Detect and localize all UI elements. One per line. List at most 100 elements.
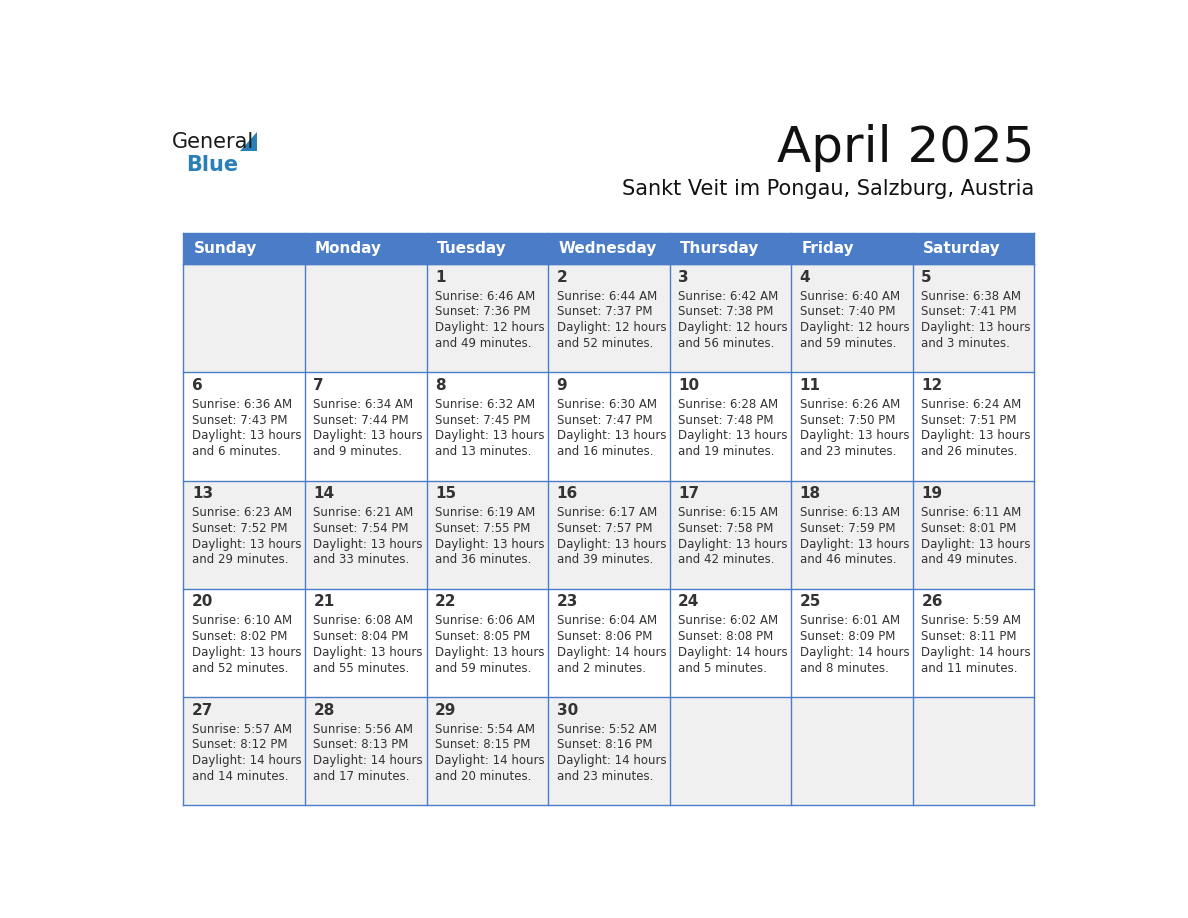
Text: Sunrise: 6:28 AM: Sunrise: 6:28 AM <box>678 397 778 411</box>
Text: and 11 minutes.: and 11 minutes. <box>921 662 1018 675</box>
Text: 5: 5 <box>921 270 931 285</box>
Bar <box>791 264 912 373</box>
Text: Sunset: 7:40 PM: Sunset: 7:40 PM <box>800 306 896 319</box>
Text: April 2025: April 2025 <box>777 124 1035 172</box>
Text: Daylight: 12 hours: Daylight: 12 hours <box>435 321 544 334</box>
Text: Daylight: 13 hours: Daylight: 13 hours <box>192 538 302 551</box>
Bar <box>548 481 670 589</box>
Text: Daylight: 14 hours: Daylight: 14 hours <box>800 646 909 659</box>
Text: and 8 minutes.: and 8 minutes. <box>800 662 889 675</box>
Text: Thursday: Thursday <box>680 241 759 256</box>
Text: Sunset: 8:05 PM: Sunset: 8:05 PM <box>435 630 530 644</box>
Text: Monday: Monday <box>315 241 383 256</box>
Text: 27: 27 <box>192 702 214 718</box>
Text: Sunrise: 6:13 AM: Sunrise: 6:13 AM <box>800 506 899 519</box>
Text: Daylight: 12 hours: Daylight: 12 hours <box>800 321 909 334</box>
Bar <box>548 373 670 481</box>
Text: 6: 6 <box>192 378 203 393</box>
Text: and 42 minutes.: and 42 minutes. <box>678 554 775 566</box>
Text: Sunrise: 6:34 AM: Sunrise: 6:34 AM <box>314 397 413 411</box>
Bar <box>426 589 548 697</box>
Text: Daylight: 14 hours: Daylight: 14 hours <box>678 646 788 659</box>
Text: 1: 1 <box>435 270 446 285</box>
Text: 26: 26 <box>921 594 943 610</box>
Text: and 5 minutes.: and 5 minutes. <box>678 662 767 675</box>
Text: Daylight: 12 hours: Daylight: 12 hours <box>557 321 666 334</box>
Bar <box>183 697 305 805</box>
Text: Sunrise: 6:04 AM: Sunrise: 6:04 AM <box>557 614 657 627</box>
Text: Daylight: 13 hours: Daylight: 13 hours <box>314 538 423 551</box>
Text: Sunrise: 5:54 AM: Sunrise: 5:54 AM <box>435 722 535 735</box>
Text: Daylight: 13 hours: Daylight: 13 hours <box>921 321 1031 334</box>
Text: Daylight: 13 hours: Daylight: 13 hours <box>435 538 544 551</box>
Text: Tuesday: Tuesday <box>436 241 506 256</box>
Text: 4: 4 <box>800 270 810 285</box>
Text: and 33 minutes.: and 33 minutes. <box>314 554 410 566</box>
Bar <box>305 589 426 697</box>
Text: and 17 minutes.: and 17 minutes. <box>314 770 410 783</box>
Bar <box>305 481 426 589</box>
Text: General: General <box>172 131 254 151</box>
Text: Sunrise: 6:26 AM: Sunrise: 6:26 AM <box>800 397 901 411</box>
Text: and 2 minutes.: and 2 minutes. <box>557 662 645 675</box>
Text: 12: 12 <box>921 378 942 393</box>
Text: Sunset: 7:44 PM: Sunset: 7:44 PM <box>314 414 409 427</box>
Text: Daylight: 13 hours: Daylight: 13 hours <box>314 430 423 442</box>
Text: Sunset: 7:58 PM: Sunset: 7:58 PM <box>678 521 773 535</box>
Text: Sunrise: 6:42 AM: Sunrise: 6:42 AM <box>678 289 778 303</box>
Text: Sunrise: 5:57 AM: Sunrise: 5:57 AM <box>192 722 292 735</box>
Text: Daylight: 14 hours: Daylight: 14 hours <box>435 755 544 767</box>
Bar <box>426 233 548 264</box>
Text: Daylight: 13 hours: Daylight: 13 hours <box>435 430 544 442</box>
Text: Sunrise: 6:15 AM: Sunrise: 6:15 AM <box>678 506 778 519</box>
Text: Sunset: 8:04 PM: Sunset: 8:04 PM <box>314 630 409 644</box>
Text: Sunrise: 6:36 AM: Sunrise: 6:36 AM <box>192 397 292 411</box>
Text: 21: 21 <box>314 594 335 610</box>
Text: 29: 29 <box>435 702 456 718</box>
Text: Daylight: 13 hours: Daylight: 13 hours <box>435 646 544 659</box>
Text: Sunrise: 6:17 AM: Sunrise: 6:17 AM <box>557 506 657 519</box>
Text: Sunset: 7:50 PM: Sunset: 7:50 PM <box>800 414 895 427</box>
Text: 9: 9 <box>557 378 567 393</box>
Text: and 26 minutes.: and 26 minutes. <box>921 445 1018 458</box>
Text: Sunrise: 6:02 AM: Sunrise: 6:02 AM <box>678 614 778 627</box>
Text: 28: 28 <box>314 702 335 718</box>
Text: Sunset: 7:43 PM: Sunset: 7:43 PM <box>192 414 287 427</box>
Text: Sunrise: 6:46 AM: Sunrise: 6:46 AM <box>435 289 536 303</box>
Text: Sunset: 8:01 PM: Sunset: 8:01 PM <box>921 521 1017 535</box>
Text: Daylight: 14 hours: Daylight: 14 hours <box>314 755 423 767</box>
Text: 25: 25 <box>800 594 821 610</box>
Bar <box>670 233 791 264</box>
Text: and 56 minutes.: and 56 minutes. <box>678 337 775 350</box>
Text: Sunset: 8:13 PM: Sunset: 8:13 PM <box>314 738 409 752</box>
Bar <box>912 481 1035 589</box>
Text: 30: 30 <box>557 702 577 718</box>
Bar <box>305 373 426 481</box>
Text: and 23 minutes.: and 23 minutes. <box>557 770 653 783</box>
Text: Daylight: 13 hours: Daylight: 13 hours <box>557 538 666 551</box>
Text: Sunset: 8:08 PM: Sunset: 8:08 PM <box>678 630 773 644</box>
Text: Daylight: 13 hours: Daylight: 13 hours <box>678 538 788 551</box>
Text: and 9 minutes.: and 9 minutes. <box>314 445 403 458</box>
Text: Saturday: Saturday <box>923 241 1000 256</box>
Text: and 59 minutes.: and 59 minutes. <box>435 662 531 675</box>
Text: Sunset: 7:57 PM: Sunset: 7:57 PM <box>557 521 652 535</box>
Bar <box>912 697 1035 805</box>
Bar <box>670 589 791 697</box>
Text: Daylight: 13 hours: Daylight: 13 hours <box>557 430 666 442</box>
Text: 11: 11 <box>800 378 821 393</box>
Text: Sunrise: 6:01 AM: Sunrise: 6:01 AM <box>800 614 899 627</box>
Text: 19: 19 <box>921 486 942 501</box>
Text: Daylight: 14 hours: Daylight: 14 hours <box>557 755 666 767</box>
Text: Wednesday: Wednesday <box>558 241 657 256</box>
Bar <box>183 264 305 373</box>
Bar <box>183 233 305 264</box>
Text: Daylight: 13 hours: Daylight: 13 hours <box>800 430 909 442</box>
Text: and 19 minutes.: and 19 minutes. <box>678 445 775 458</box>
Text: Sunset: 8:12 PM: Sunset: 8:12 PM <box>192 738 287 752</box>
Text: 3: 3 <box>678 270 689 285</box>
Polygon shape <box>240 132 257 151</box>
Bar <box>791 373 912 481</box>
Text: and 49 minutes.: and 49 minutes. <box>921 554 1018 566</box>
Text: Daylight: 13 hours: Daylight: 13 hours <box>921 538 1031 551</box>
